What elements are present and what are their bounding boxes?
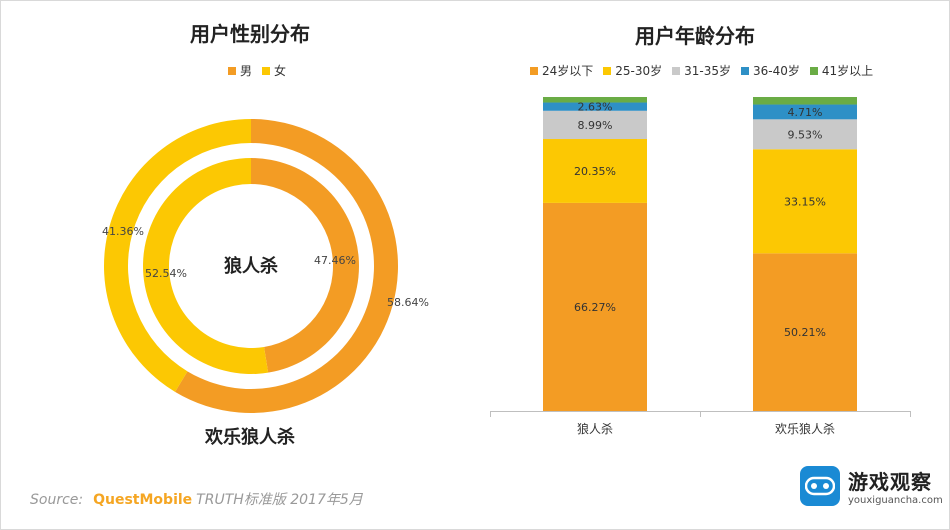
legend-swatch: [228, 66, 236, 75]
source-label: Source:: [30, 492, 84, 508]
age-legend: 24岁以下 25-30岁 31-35岁 36-40岁 41岁以上: [530, 62, 883, 79]
age-legend-item: 36-40岁: [741, 62, 800, 79]
bar-0-segment-1: [543, 139, 647, 203]
age-legend-item: 31-35岁: [672, 62, 731, 79]
bar-1-label-2: 9.53%: [788, 128, 823, 141]
bar-1-label-0: 50.21%: [784, 326, 826, 339]
bar-0-segment-3: [543, 102, 647, 111]
age-legend-item: 41岁以上: [809, 62, 874, 79]
watermark-logo: 游戏观察 youxiguancha.com: [800, 466, 943, 506]
gender-legend-item: 女: [262, 62, 286, 79]
legend-label: 31-35岁: [684, 64, 732, 78]
legend-swatch: [741, 66, 750, 75]
legend-label: 24岁以下: [542, 64, 594, 78]
legend-swatch: [530, 66, 538, 75]
legend-swatch: [809, 66, 818, 75]
donut-inner-label-0: 47.46%: [314, 254, 356, 267]
bar-0-segment-0: [543, 202, 647, 411]
bar-1-segment-3: [753, 104, 857, 120]
legend-label: 女: [274, 64, 287, 78]
gender-legend-item: 男: [228, 62, 252, 79]
source-standard: TRUTH标准版 2017年5月: [196, 492, 363, 508]
age-legend-item: 24岁以下: [530, 62, 593, 79]
donut-outer-label-0: 58.64%: [387, 296, 429, 309]
legend-label: 25-30岁: [615, 64, 663, 78]
legend-label: 36-40岁: [753, 64, 800, 78]
bar-0-label-2: 8.99%: [578, 119, 613, 132]
legend-swatch: [672, 66, 681, 75]
x-tick-label-1: 欢乐狼人杀: [775, 421, 835, 436]
age-stacked-bar-chart: 66.27% 20.35% 8.99% 2.63% 狼人杀 50.21% 33.15% 9.5…: [490, 97, 911, 436]
gender-legend: 男女: [228, 62, 296, 79]
gender-chart-title: 用户性别分布: [190, 22, 310, 46]
donut-center-label: 狼人杀: [224, 256, 278, 277]
bar-1-segment-1: [753, 149, 857, 254]
bar-1-label-3: 4.71%: [788, 106, 823, 119]
legend-label: 41岁以上: [821, 64, 874, 78]
source-line: Source: QuestMobile TRUTH标准版 2017年5月: [30, 489, 363, 509]
bar-0-label-1: 20.35%: [574, 165, 616, 178]
logo-name: 游戏观察: [848, 470, 932, 494]
bar-1-label-1: 33.15%: [784, 195, 826, 208]
bar-0-label-0: 66.27%: [574, 301, 616, 314]
gamepad-icon: [800, 466, 840, 506]
bar-0-segment-2: [543, 110, 647, 140]
bar-1-segment-0: [753, 253, 857, 411]
legend-label: 男: [240, 64, 253, 78]
donut-outer-label-1: 41.36%: [102, 225, 144, 238]
legend-swatch: [603, 66, 612, 75]
donut-outer-label: 欢乐狼人杀: [205, 427, 295, 448]
age-chart-title: 用户年龄分布: [635, 24, 755, 48]
bar-1-segment-2: [753, 119, 857, 150]
bar-0-segment-4: [543, 97, 647, 103]
legend-swatch: [262, 66, 271, 75]
bar-0-label-3: 2.63%: [578, 101, 613, 114]
source-brand: QuestMobile: [93, 492, 193, 508]
donut-inner-slice-1: [142, 158, 269, 375]
donut-inner-slice-0: [251, 158, 359, 373]
x-tick-label-0: 狼人杀: [577, 421, 613, 436]
bar-1-segment-4: [753, 97, 857, 105]
donut-outer-slice-1: [104, 119, 251, 392]
donut-outer-slice-0: [175, 119, 399, 413]
gender-donut-chart: 47.46% 52.54% 58.64% 41.36%: [102, 119, 429, 413]
logo-url: youxiguancha.com: [848, 495, 943, 506]
age-legend-item: 25-30岁: [603, 62, 662, 79]
donut-inner-label-1: 52.54%: [145, 267, 187, 280]
